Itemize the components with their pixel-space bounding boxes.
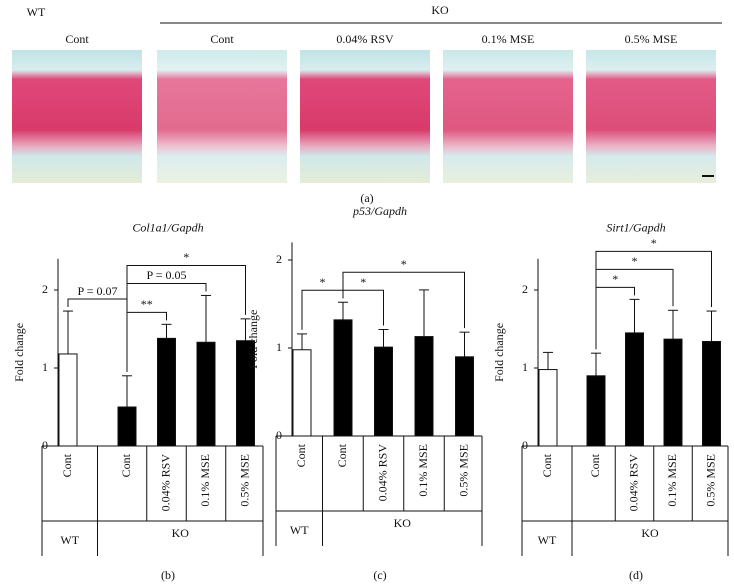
x-tick-label: 0.04% RSV: [375, 444, 389, 502]
panel-label: (b): [161, 568, 175, 582]
x-tick-label: 0.04% RSV: [158, 454, 172, 512]
x-tick-label: 0.1% MSE: [665, 454, 679, 507]
image-label: Cont: [210, 32, 234, 46]
bar: [196, 341, 216, 447]
bar: [625, 332, 644, 447]
bar: [702, 340, 721, 447]
image-label: Cont: [65, 32, 89, 46]
x-tick-label: 0.5% MSE: [237, 454, 251, 507]
x-tick-label: 0.1% MSE: [198, 454, 212, 507]
group-label: WT: [290, 523, 309, 537]
bar: [58, 353, 78, 447]
x-tick-label: 0.5% MSE: [456, 444, 470, 497]
significance-label: *: [401, 257, 407, 271]
y-tick-label: 0: [276, 428, 282, 442]
significance-label: *: [612, 272, 618, 286]
significance-bracket: [126, 264, 246, 372]
significance-label: **: [141, 297, 153, 311]
y-axis-label: Fold change: [12, 323, 26, 382]
y-tick-label: 1: [42, 360, 48, 374]
histology-image: [586, 50, 716, 183]
significance-bracket: [595, 250, 712, 350]
group-label: WT: [27, 5, 46, 19]
group-label: KO: [431, 3, 449, 17]
significance-bracket: [342, 271, 465, 329]
x-tick-label: Cont: [60, 453, 74, 477]
histology-image: [157, 50, 287, 183]
group-label: WT: [60, 533, 79, 547]
group-label: KO: [641, 526, 659, 540]
image-label: 0.1% MSE: [482, 32, 535, 46]
x-tick-label: Cont: [294, 443, 308, 467]
bar: [586, 375, 606, 447]
y-axis-label: Fold change: [492, 323, 506, 382]
bar: [374, 346, 393, 437]
y-tick-label: 1: [522, 360, 528, 374]
significance-label: *: [320, 275, 326, 289]
y-tick-label: 2: [276, 252, 282, 266]
panel-a: WT KO Cont Cont 0.04% RSV 0.1% MSE 0.5% …: [12, 3, 722, 205]
significance-label: *: [183, 250, 189, 264]
bar: [333, 319, 353, 437]
histology-image: [300, 50, 430, 183]
panel-label: (a): [360, 191, 373, 205]
group-label: WT: [538, 533, 557, 547]
group-label: KO: [394, 516, 412, 530]
image-label: 0.5% MSE: [625, 32, 678, 46]
chart-title: p53/Gapdh: [352, 204, 407, 218]
x-tick-label: 0.04% RSV: [626, 454, 640, 512]
y-tick-label: 2: [42, 282, 48, 296]
chart-title: Col1a1/Gapdh: [132, 221, 203, 235]
histology-image: [443, 50, 573, 183]
bar: [157, 337, 176, 447]
x-tick-label: Cont: [119, 453, 133, 477]
significance-label: *: [360, 275, 366, 289]
y-tick-label: 0: [42, 438, 48, 452]
y-axis-label: Fold change: [246, 310, 260, 369]
bar: [292, 349, 312, 437]
significance-label: P = 0.07: [78, 284, 118, 298]
image-label: 0.04% RSV: [336, 32, 394, 46]
x-tick-label: 0.5% MSE: [703, 454, 717, 507]
bar: [538, 369, 558, 447]
group-label: KO: [172, 526, 190, 540]
x-tick-label: 0.1% MSE: [416, 444, 430, 497]
panel-label: (d): [629, 568, 643, 582]
bar: [663, 338, 683, 447]
bar: [414, 336, 434, 437]
significance-label: *: [632, 254, 638, 268]
y-tick-label: 2: [522, 282, 528, 296]
significance-label: P = 0.05: [147, 268, 187, 282]
bar: [455, 356, 474, 437]
histology-image: [12, 50, 142, 183]
x-tick-label: Cont: [540, 453, 554, 477]
bar: [117, 406, 137, 447]
y-tick-label: 1: [276, 340, 282, 354]
x-tick-label: Cont: [335, 443, 349, 467]
y-tick-label: 0: [522, 438, 528, 452]
x-tick-label: Cont: [588, 453, 602, 477]
chart-title: Sirt1/Gapdh: [606, 221, 665, 235]
significance-label: *: [651, 236, 657, 250]
panel-label: (c): [373, 568, 386, 582]
